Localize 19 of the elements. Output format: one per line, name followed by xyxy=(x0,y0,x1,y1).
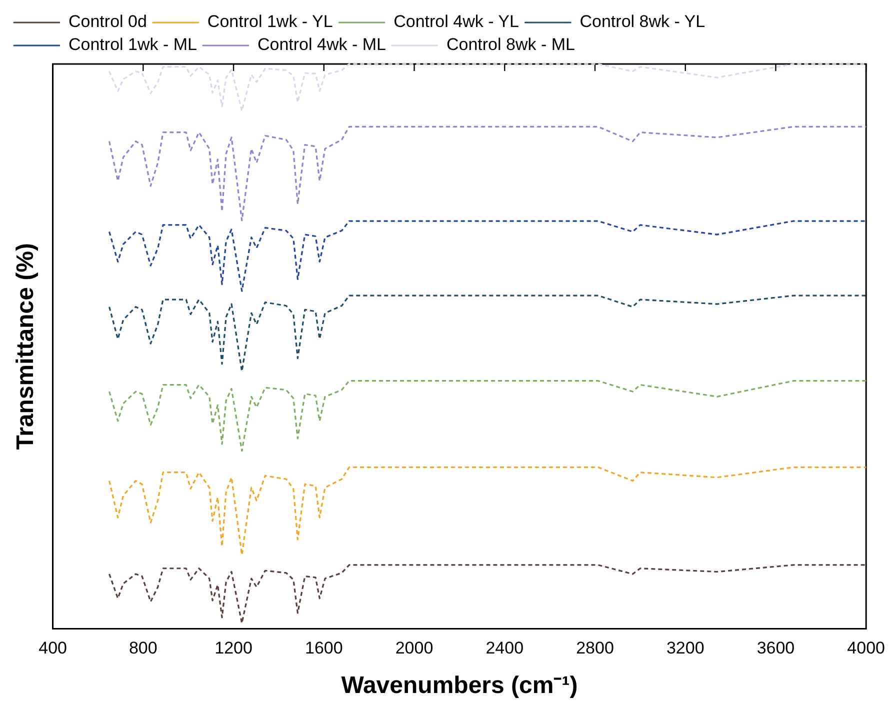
legend-label: Control 8wk - ML xyxy=(446,35,575,54)
x-tick-label: 2800 xyxy=(576,638,614,658)
legend-label: Control 4wk - YL xyxy=(394,12,519,32)
x-tick-label: 4000 xyxy=(847,638,886,658)
x-tick-label: 800 xyxy=(128,638,158,658)
y-axis-title: Transmittance (%) xyxy=(12,243,40,450)
x-tick-label: 1200 xyxy=(214,638,252,658)
x-axis-title: Wavenumbers (cm⁻¹) xyxy=(341,672,578,700)
x-tick-label: 2000 xyxy=(395,638,434,658)
legend-label: Control 4wk - ML xyxy=(257,35,386,54)
x-tick-label: 1600 xyxy=(304,638,343,658)
legend-label: Control 0d xyxy=(68,12,147,32)
legend-label: Control 1wk - YL xyxy=(207,12,333,32)
x-tick-label: 400 xyxy=(38,638,67,658)
x-tick-label: 2400 xyxy=(486,638,524,658)
x-tick-label: 3200 xyxy=(666,638,704,658)
legend-label: Control 8wk - YL xyxy=(580,12,706,32)
legend-label: Control 1wk - ML xyxy=(68,35,197,54)
x-tick-label: 3600 xyxy=(756,638,795,658)
